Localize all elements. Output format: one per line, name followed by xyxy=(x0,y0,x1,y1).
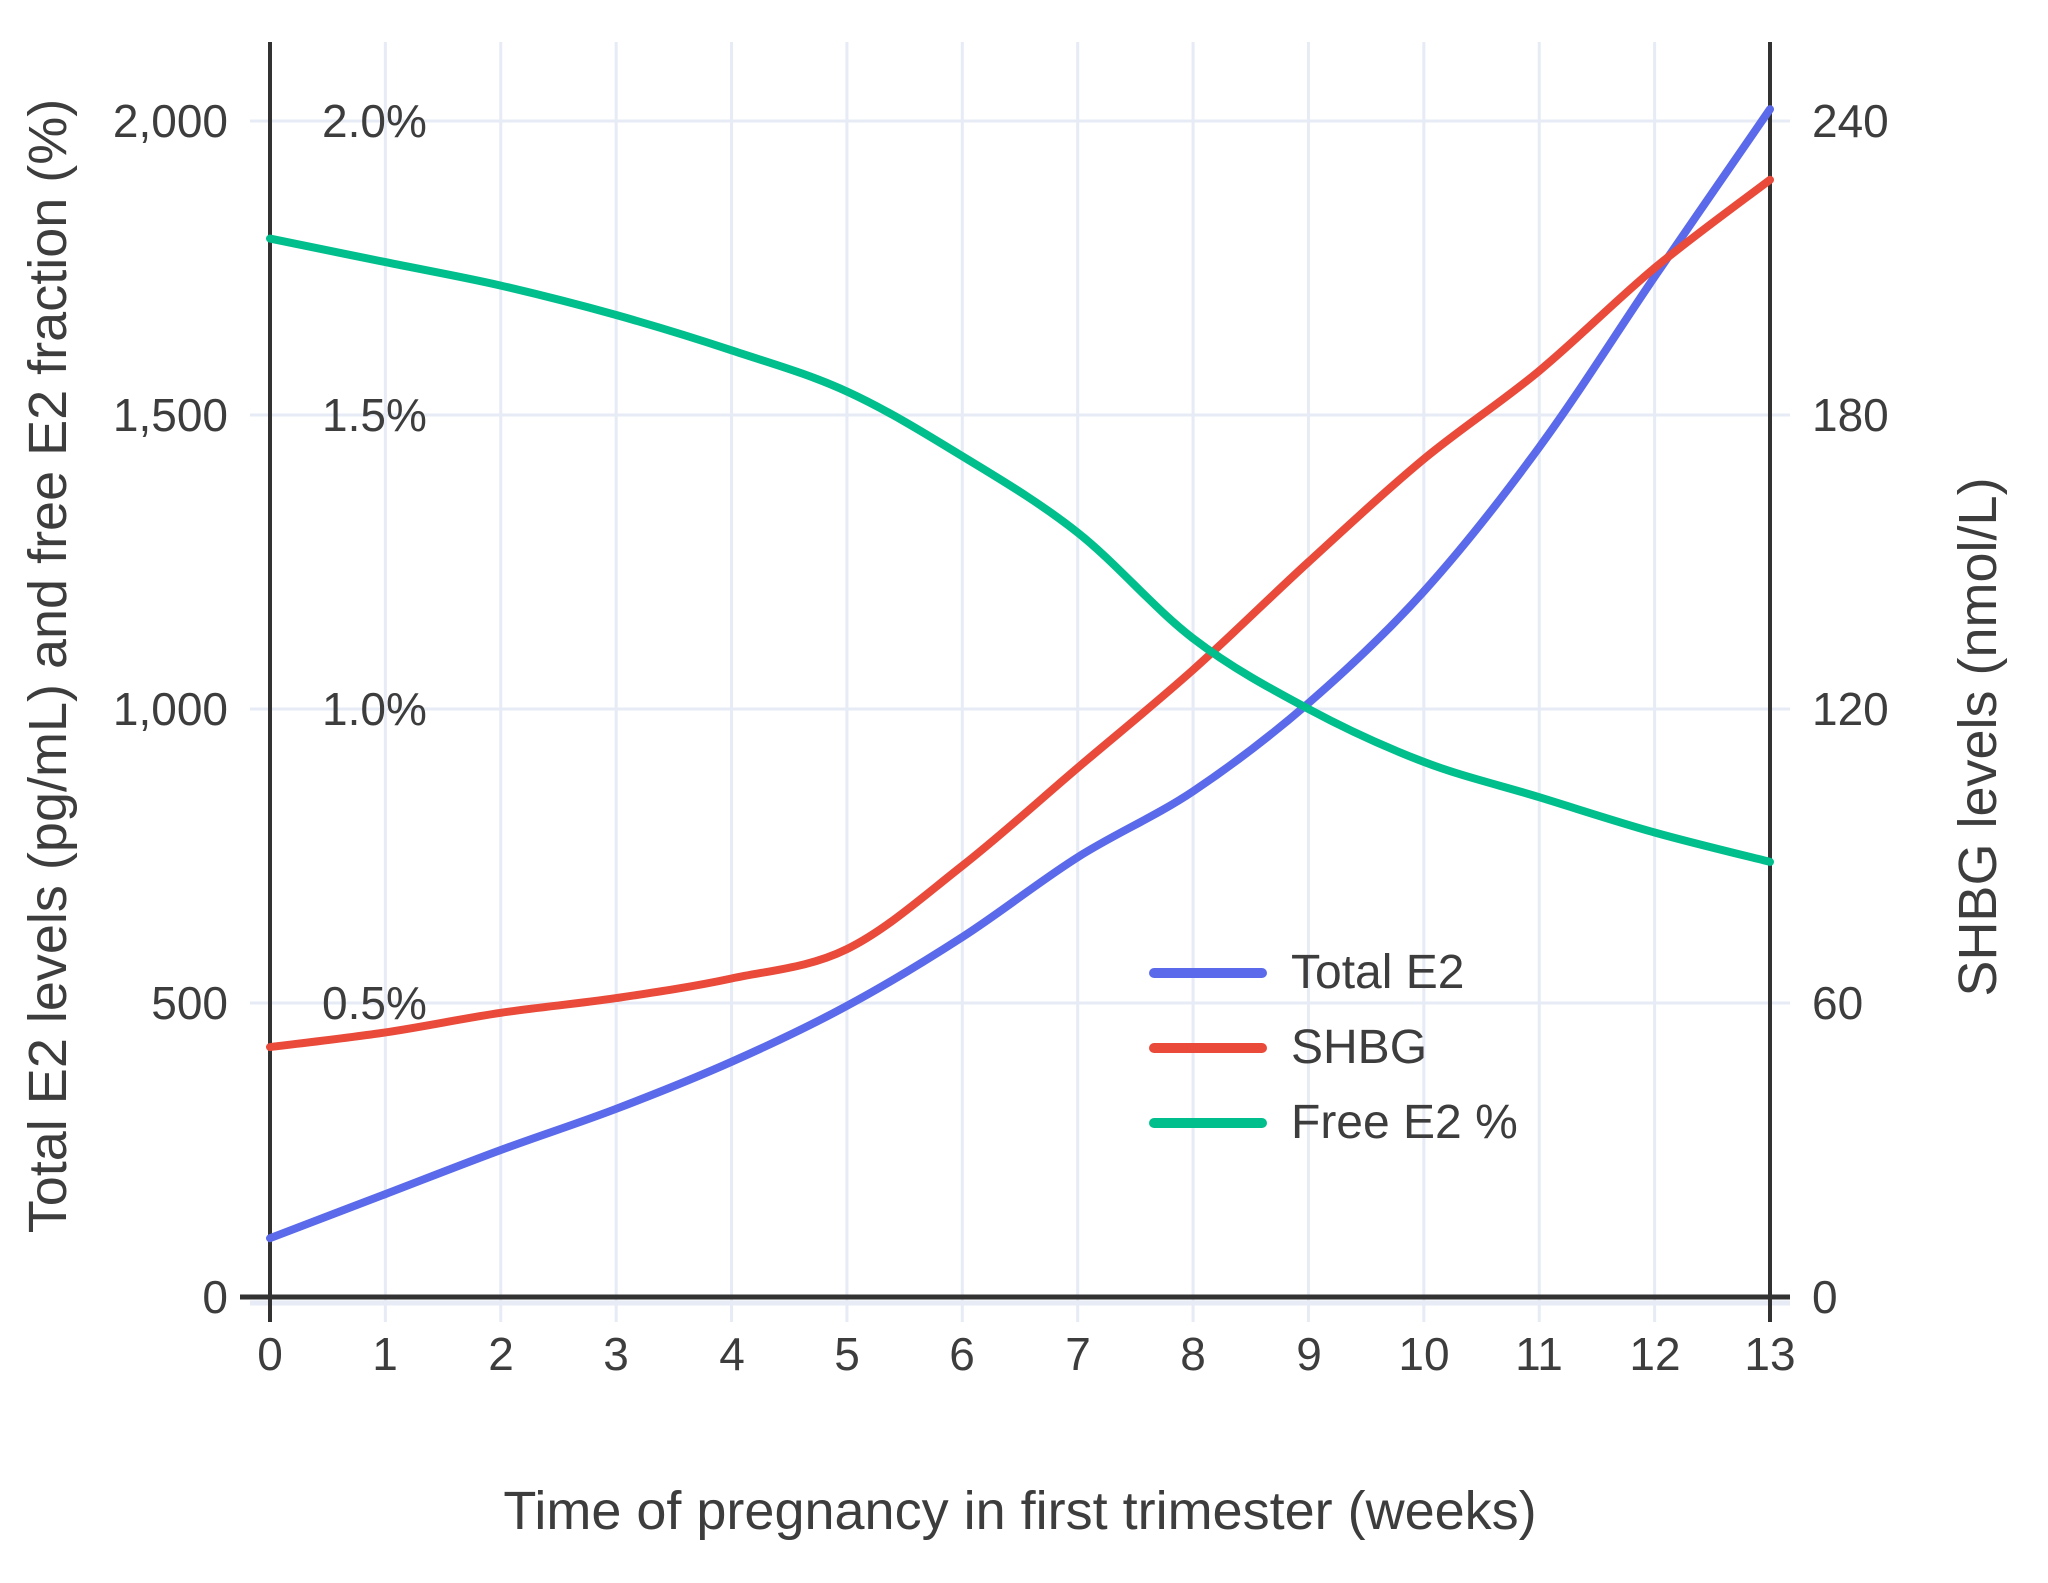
y-axis-right-tick: 180 xyxy=(1812,389,1889,441)
x-axis-tick: 12 xyxy=(1629,1328,1681,1380)
free-e2-pct-tick: 2.0% xyxy=(322,95,427,147)
y-axis-left-tick: 1,500 xyxy=(112,389,228,441)
y-axis-right-tick: 0 xyxy=(1812,1271,1838,1323)
legend-swatch-shbg xyxy=(1149,1043,1267,1053)
x-axis-tick: 7 xyxy=(1065,1328,1091,1380)
x-axis-tick: 1 xyxy=(372,1328,398,1380)
legend-label: Free E2 % xyxy=(1291,1096,1518,1149)
y-axis-left-tick: 0 xyxy=(202,1271,228,1323)
x-axis-tick: 13 xyxy=(1744,1328,1796,1380)
x-axis-tick: 6 xyxy=(949,1328,975,1380)
legend-swatch-total-e2 xyxy=(1149,968,1267,978)
legend-label: SHBG xyxy=(1291,1021,1428,1074)
x-axis-tick: 2 xyxy=(488,1328,514,1380)
x-axis-title: Time of pregnancy in first trimester (we… xyxy=(503,1481,1537,1541)
legend-item-shbg[interactable]: SHBG xyxy=(1149,1021,1428,1074)
x-axis-tick: 11 xyxy=(1515,1328,1563,1380)
x-axis-tick: 0 xyxy=(257,1328,283,1380)
y-axis-right-tick: 60 xyxy=(1812,977,1864,1029)
x-axis-tick: 5 xyxy=(834,1328,860,1380)
y-axis-left-title: Total E2 levels (pg/mL) and free E2 frac… xyxy=(18,98,78,1234)
free-e2-pct-tick: 0.5% xyxy=(322,977,427,1029)
legend-label: Total E2 xyxy=(1291,946,1465,999)
y-axis-right-tick: 120 xyxy=(1812,683,1889,735)
free-e2-pct-tick: 1.5% xyxy=(322,389,427,441)
x-axis-tick: 3 xyxy=(603,1328,629,1380)
legend-item-free-e2[interactable]: Free E2 % xyxy=(1149,1096,1518,1149)
y-axis-left-tick: 500 xyxy=(151,977,228,1029)
x-axis-tick: 10 xyxy=(1398,1328,1450,1380)
legend-swatch-free-e2 xyxy=(1149,1118,1267,1128)
y-axis-right-tick: 240 xyxy=(1812,95,1889,147)
y-axis-left-tick: 1,000 xyxy=(112,683,228,735)
x-axis-tick: 8 xyxy=(1180,1328,1206,1380)
legend-item-total-e2[interactable]: Total E2 xyxy=(1149,946,1465,999)
y-axis-right-title: SHBG levels (nmol/L) xyxy=(1948,477,2008,997)
y-axis-left-tick: 2,000 xyxy=(112,95,228,147)
free-e2-pct-tick: 1.0% xyxy=(322,683,427,735)
x-axis-tick: 9 xyxy=(1296,1328,1322,1380)
x-axis-tick: 4 xyxy=(719,1328,745,1380)
